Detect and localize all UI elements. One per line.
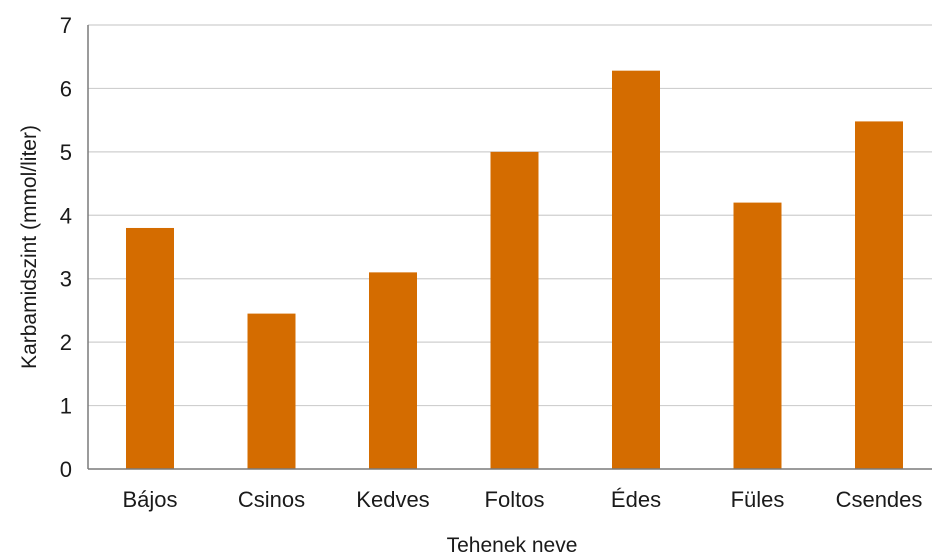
y-axis-title: Karbamidszint (mmol/liter) — [18, 125, 41, 369]
x-tick-label: Csendes — [836, 487, 923, 512]
x-axis-title: Tehenek neve — [447, 534, 578, 557]
x-tick-label: Foltos — [485, 487, 545, 512]
x-tick-label: Csinos — [238, 487, 305, 512]
y-tick-label: 7 — [60, 13, 72, 38]
x-tick-label: Bájos — [122, 487, 177, 512]
x-tick-label: Édes — [611, 487, 661, 512]
x-tick-labels: Bájos Csinos Kedves Foltos Édes Füles Csendes — [122, 487, 922, 512]
y-tick-label: 0 — [60, 457, 72, 482]
bar — [733, 202, 782, 469]
y-tick-labels: 0 1 2 3 4 5 6 7 — [60, 13, 72, 482]
y-tick-label: 1 — [60, 394, 72, 419]
y-tick-label: 5 — [60, 140, 72, 165]
bars — [126, 70, 903, 469]
y-tick-label: 2 — [60, 330, 72, 355]
bar — [247, 313, 296, 469]
bar — [126, 227, 174, 469]
x-tick-label: Füles — [731, 487, 785, 512]
y-tick-label: 3 — [60, 267, 72, 292]
y-tick-label: 4 — [60, 203, 72, 228]
axes — [87, 25, 932, 470]
bar — [490, 151, 539, 469]
x-tick-label: Kedves — [356, 487, 429, 512]
bar — [855, 121, 903, 469]
y-tick-label: 6 — [60, 76, 72, 101]
bar — [369, 272, 417, 469]
bar — [612, 70, 660, 469]
